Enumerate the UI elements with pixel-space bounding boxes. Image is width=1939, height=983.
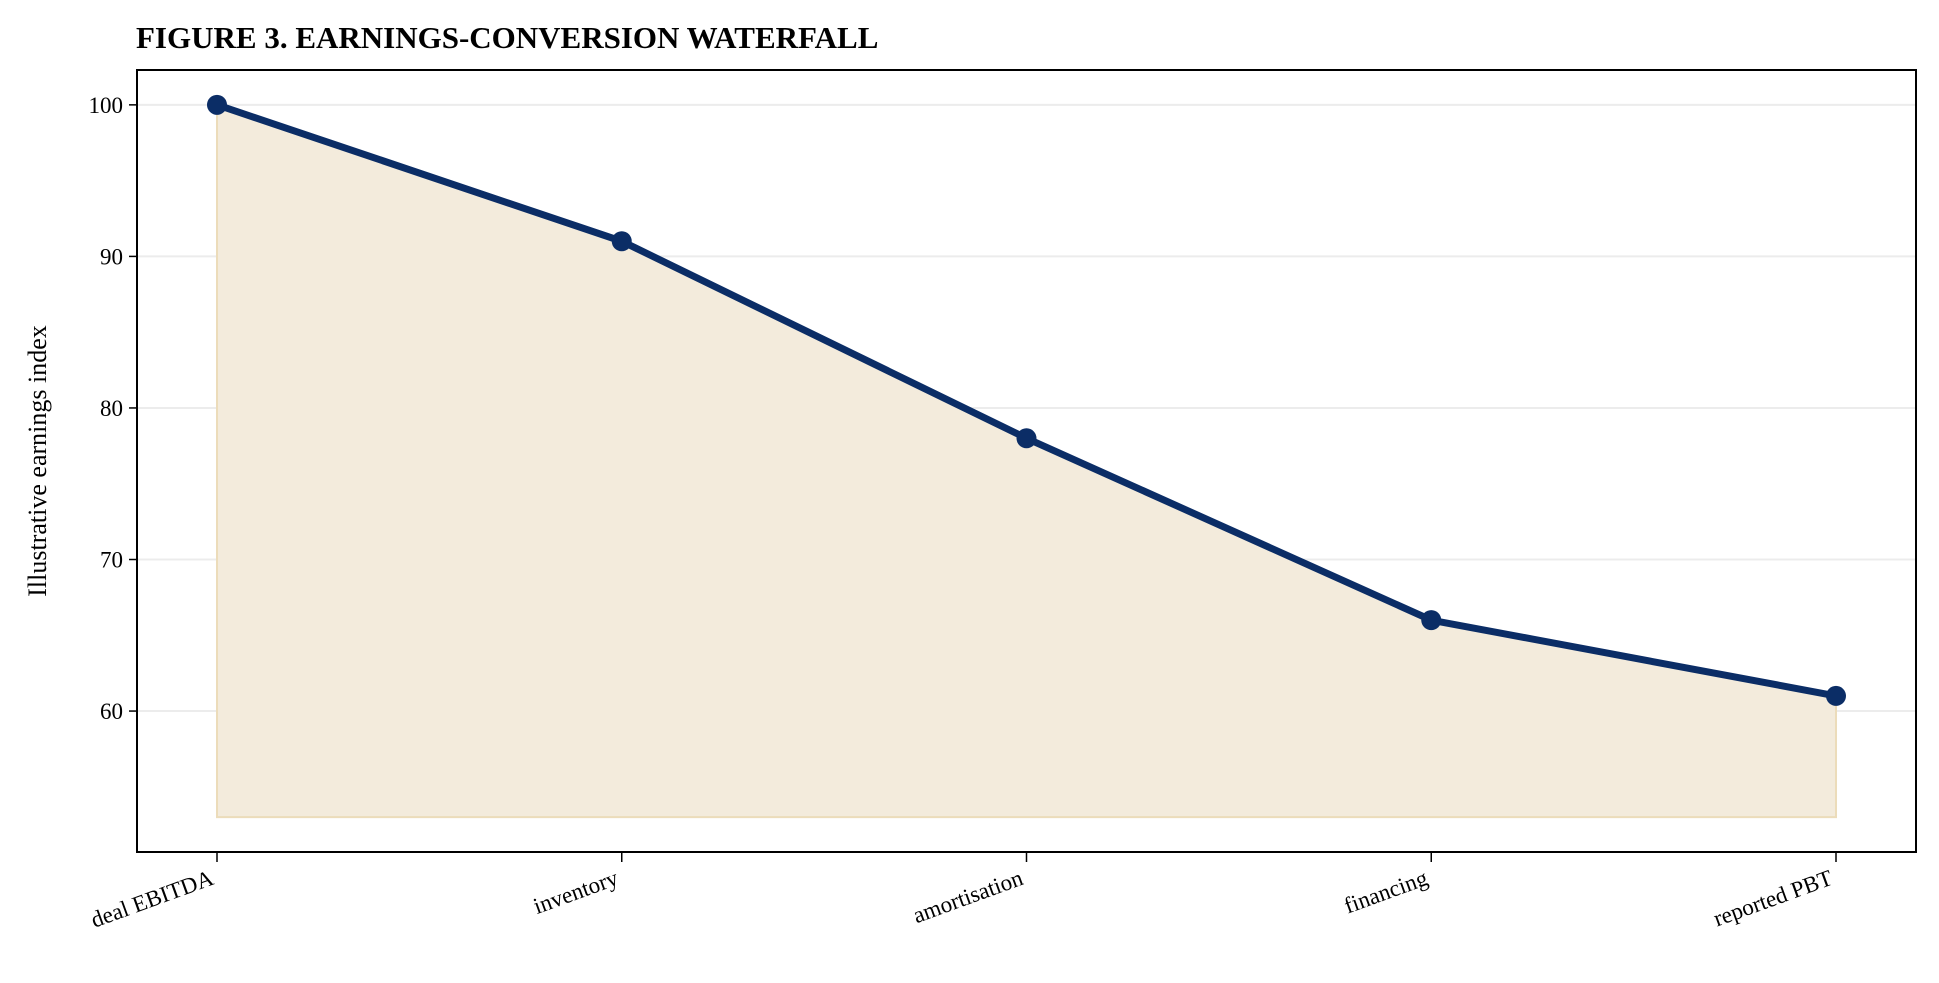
data-point xyxy=(1016,428,1037,449)
chart-title: FIGURE 3. EARNINGS-CONVERSION WATERFALL xyxy=(136,20,878,55)
points-layer xyxy=(207,94,1846,706)
data-point xyxy=(611,231,632,252)
y-tick-label: 100 xyxy=(89,93,124,118)
y-tick-label: 90 xyxy=(100,244,123,269)
y-axis: 60 70 80 90 100 xyxy=(89,93,137,724)
x-tick-label: inventory xyxy=(530,865,622,919)
area-fill xyxy=(216,103,1837,819)
y-tick-label: 80 xyxy=(100,396,123,421)
x-tick-label: reported PBT xyxy=(1710,865,1836,931)
y-axis-label: Illustrative earnings index xyxy=(23,325,52,596)
data-point xyxy=(1826,685,1846,706)
x-tick-label: amortisation xyxy=(910,865,1027,928)
fill-layer xyxy=(216,103,1837,819)
y-tick-label: 70 xyxy=(100,548,123,573)
data-point xyxy=(1421,610,1442,631)
x-tick-label: financing xyxy=(1341,865,1432,918)
x-axis: deal EBITDA inventory amortisation financin… xyxy=(88,852,1837,933)
y-tick-label: 60 xyxy=(100,699,123,724)
data-point xyxy=(207,94,227,115)
x-tick-label: deal EBITDA xyxy=(88,865,218,933)
